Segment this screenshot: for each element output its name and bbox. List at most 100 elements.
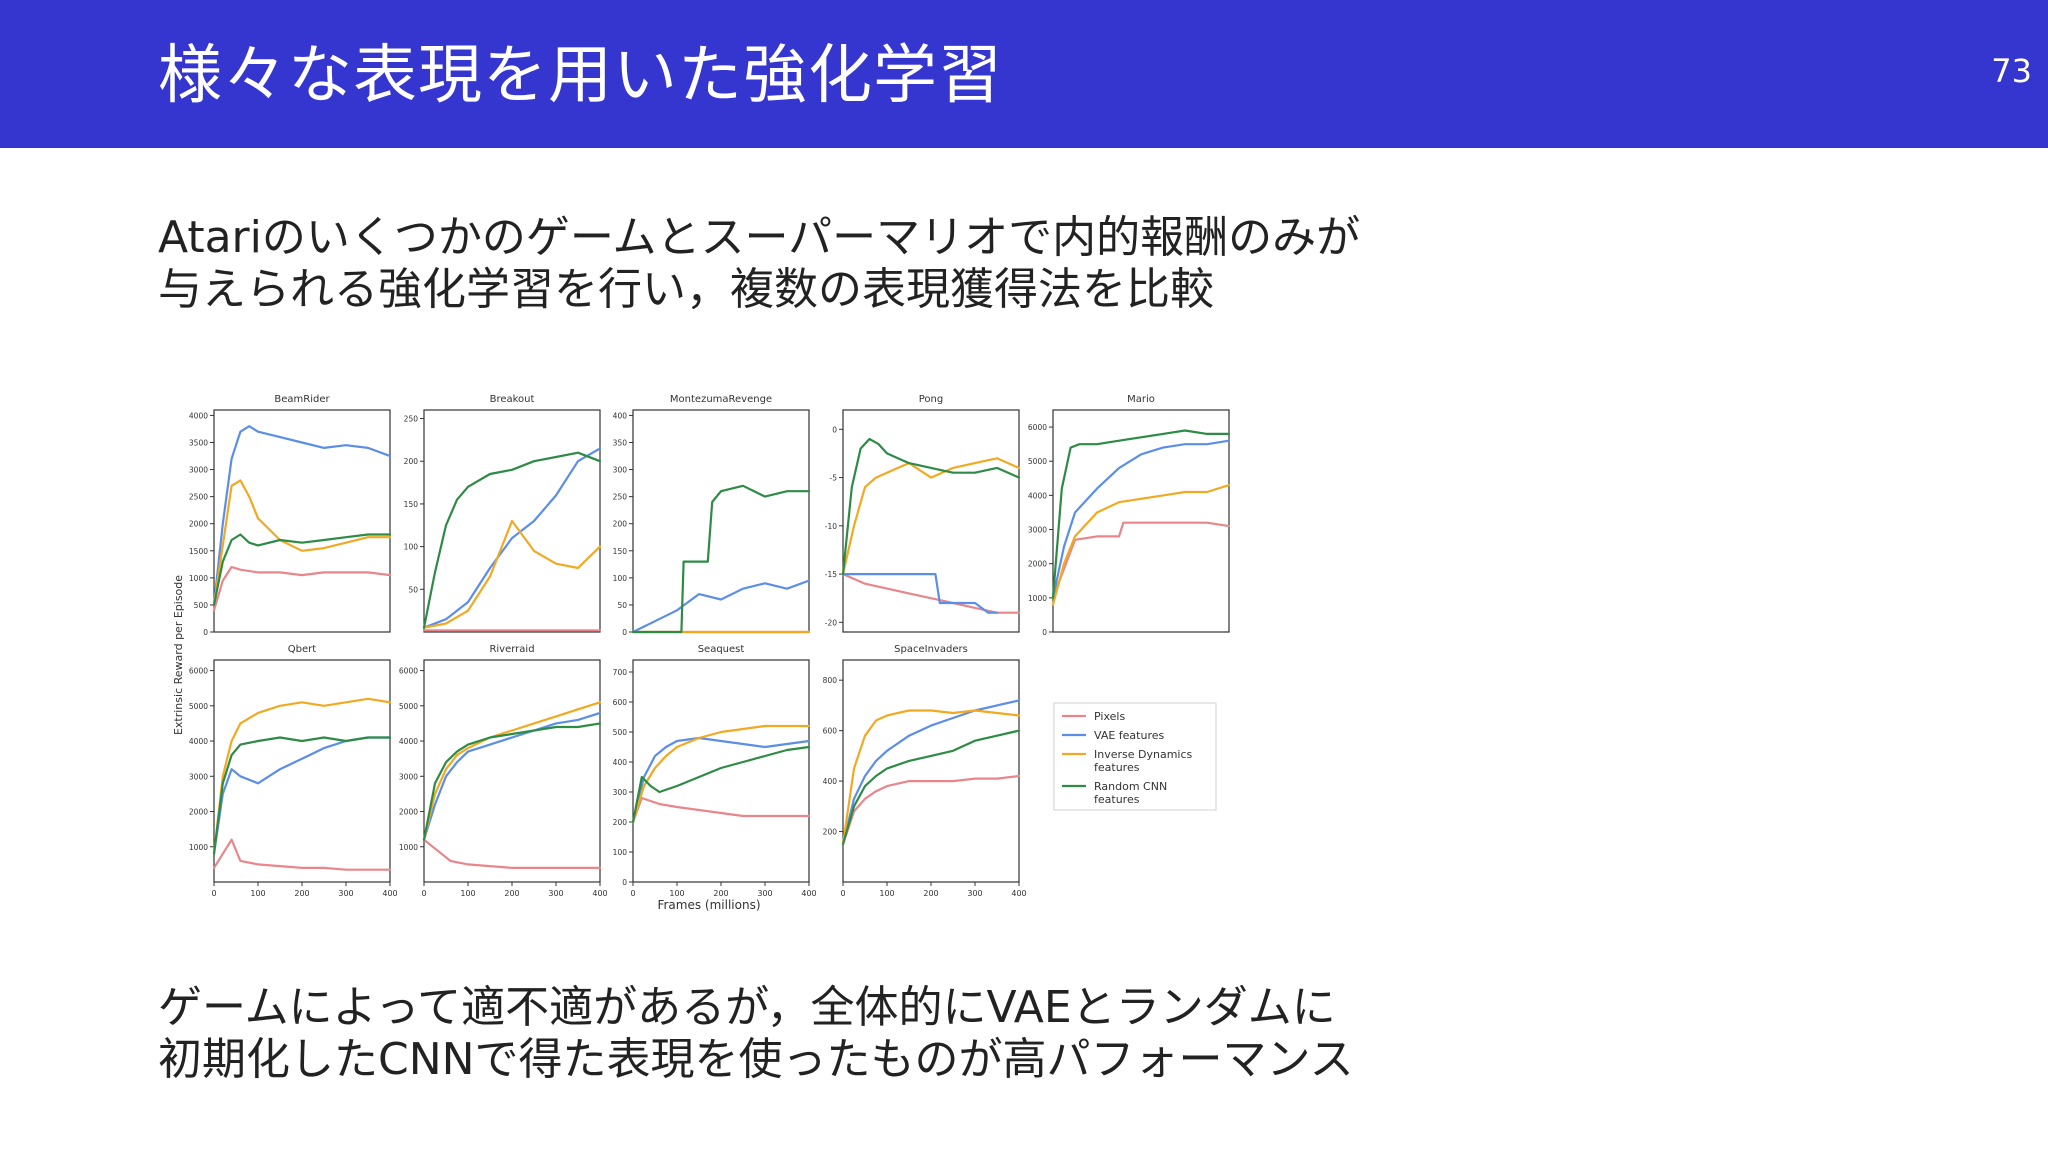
series-line-random-cnn-features <box>631 484 811 634</box>
x-tick-label: 0 <box>211 889 216 898</box>
x-tick-label: 100 <box>879 889 894 898</box>
series-line-vae-features <box>422 447 602 629</box>
panel-frame <box>632 659 810 883</box>
y-tick-label: -10 <box>825 522 837 531</box>
panel-title: Riverraid <box>489 644 534 655</box>
y-tick-label: 5000 <box>189 702 208 711</box>
y-tick-label: 300 <box>613 788 628 797</box>
x-tick-label: 300 <box>967 889 982 898</box>
series-line-vae-features <box>631 579 811 634</box>
series-line-pixels <box>841 573 1021 614</box>
panel-title: Qbert <box>288 644 316 655</box>
legend-label: Pixels <box>1094 710 1125 723</box>
intro-text: Atariのいくつかのゲームとスーパーマリオで内的報酬のみが 与えられる強化学習… <box>158 212 1360 316</box>
y-tick-label: 1000 <box>1028 594 1047 603</box>
series-line-inverse-dynamics-features <box>1051 483 1231 606</box>
series-line-pixels <box>841 774 1021 846</box>
x-tick-label: 300 <box>548 889 563 898</box>
y-tick-label: 400 <box>823 777 838 786</box>
panel-pong: Pong 0 -5 -10 -15 -20 <box>825 394 1021 633</box>
y-tick-label: 2000 <box>189 520 208 529</box>
y-tick-label: 500 <box>194 601 209 610</box>
x-tick-label: 400 <box>1011 889 1026 898</box>
y-tick-label: 3000 <box>399 772 418 781</box>
results-chart: BeamRider0500100015002000250030003500400… <box>172 394 1231 912</box>
series-line-random-cnn-features <box>1051 429 1231 599</box>
series-line-random-cnn-features <box>841 437 1021 576</box>
panel-frame <box>632 409 810 633</box>
y-tick-label: 4000 <box>189 411 208 420</box>
y-tick-label: 0 <box>1042 628 1047 637</box>
y-axis-label: Extrinsic Reward per Episode <box>172 575 185 735</box>
panel-title: Mario <box>1127 394 1155 405</box>
conclusion-text: ゲームによって適不適があるが，全体的にVAEとランダムに 初期化したCNNで得た… <box>158 982 1354 1086</box>
series-line-inverse-dynamics-features <box>212 479 392 606</box>
slide-title: 様々な表現を用いた強化学習 <box>158 39 1003 113</box>
y-tick-label: 4000 <box>1028 491 1047 500</box>
series-line-inverse-dynamics-features <box>841 709 1021 846</box>
panel-qbert: Qbert 1000 2000 3000 4000 5000 6000 0 100 200 300 4… <box>189 644 398 898</box>
y-tick-label: 2000 <box>399 808 418 817</box>
y-tick-label: 1000 <box>189 574 208 583</box>
panel-title: Seaquest <box>698 644 745 655</box>
x-tick-label: 200 <box>294 889 309 898</box>
y-tick-label: 5000 <box>399 702 418 711</box>
y-tick-label: 700 <box>613 668 628 677</box>
series-line-vae-features <box>212 425 392 606</box>
y-tick-label: 6000 <box>189 667 208 676</box>
y-tick-label: 200 <box>404 457 419 466</box>
x-tick-label: 100 <box>669 889 684 898</box>
series-line-random-cnn-features <box>841 729 1021 846</box>
legend-frame <box>1053 702 1217 811</box>
x-tick-label: 400 <box>592 889 607 898</box>
y-tick-label: -15 <box>825 570 837 579</box>
y-tick-label: 600 <box>823 727 838 736</box>
panel-frame <box>213 659 391 883</box>
panel-riverraid: Riverraid 1000 2000 3000 4000 5000 6000 0 100 200… <box>399 644 608 898</box>
y-tick-label: 2000 <box>1028 560 1047 569</box>
y-tick-label: 50 <box>617 601 627 610</box>
x-tick-label: 100 <box>250 889 265 898</box>
legend-item: Pixels <box>1062 710 1125 723</box>
y-tick-label: 350 <box>613 438 628 447</box>
y-tick-label: 1000 <box>399 843 418 852</box>
y-tick-label: 3500 <box>189 438 208 447</box>
x-tick-label: 300 <box>757 889 772 898</box>
y-tick-label: 3000 <box>189 772 208 781</box>
x-tick-label: 400 <box>801 889 816 898</box>
series-line-random-cnn-features <box>212 533 392 606</box>
legend-label: VAE features <box>1094 729 1165 742</box>
panel-frame <box>842 659 1020 883</box>
y-tick-label: 0 <box>622 628 627 637</box>
y-tick-label: 200 <box>613 818 628 827</box>
x-tick-label: 0 <box>840 889 845 898</box>
conclusion-line-1: ゲームによって適不適があるが，全体的にVAEとランダムに <box>158 982 1336 1033</box>
panel-title: Pong <box>919 394 943 405</box>
x-tick-label: 300 <box>338 889 353 898</box>
series-line-vae-features <box>422 711 602 841</box>
y-tick-label: 150 <box>613 547 628 556</box>
y-tick-label: 0 <box>203 628 208 637</box>
y-tick-label: 500 <box>613 728 628 737</box>
y-tick-label: 100 <box>613 574 628 583</box>
x-tick-label: 200 <box>923 889 938 898</box>
series-line-inverse-dynamics-features <box>212 697 392 855</box>
y-tick-label: 600 <box>613 698 628 707</box>
y-tick-label: 200 <box>613 520 628 529</box>
series-line-random-cnn-features <box>212 736 392 855</box>
y-tick-label: 2000 <box>189 808 208 817</box>
x-tick-label: 0 <box>421 889 426 898</box>
y-tick-label: 6000 <box>1028 423 1047 432</box>
legend-label: features <box>1094 793 1140 806</box>
x-tick-label: 100 <box>460 889 475 898</box>
series-line-random-cnn-features <box>422 451 602 629</box>
y-tick-label: 0 <box>832 425 837 434</box>
legend-label: Inverse Dynamics <box>1094 748 1193 761</box>
series-line-random-cnn-features <box>422 722 602 841</box>
panel-spaceinvaders: SpaceInvaders 200 400 600 800 0 100 200 300 400 <box>823 644 1027 898</box>
page-number: 73 <box>1991 52 2032 90</box>
y-tick-label: 100 <box>613 848 628 857</box>
x-tick-label: 200 <box>713 889 728 898</box>
